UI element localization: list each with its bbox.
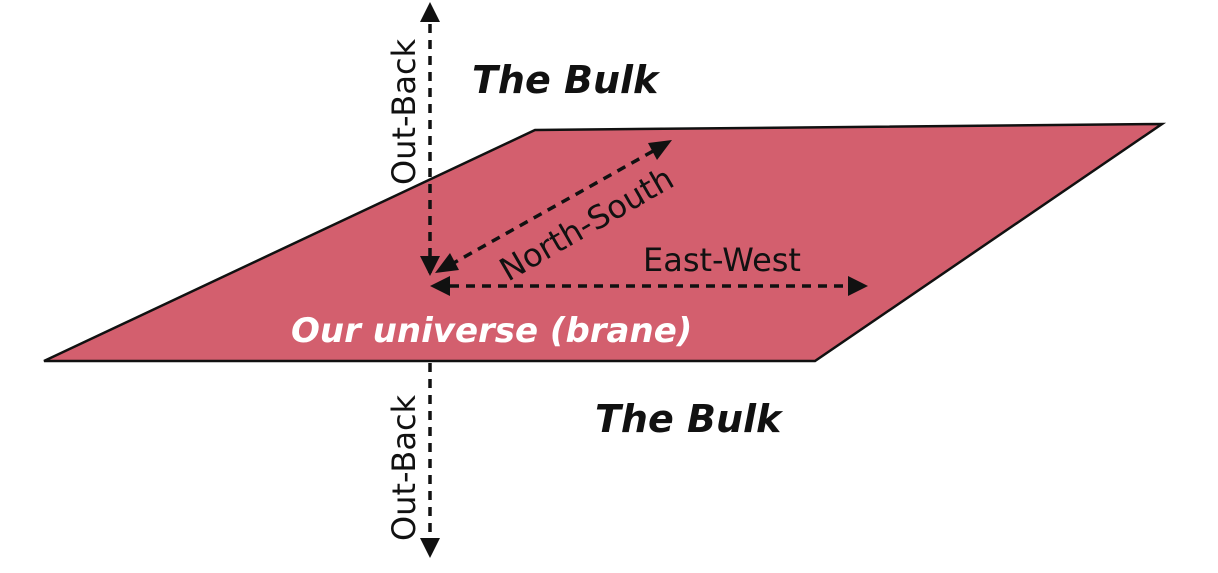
arrowhead-south-icon — [435, 253, 459, 273]
arrowhead-west-icon — [430, 276, 450, 296]
out-back-up-arrow — [420, 2, 440, 276]
out-back-bottom-label: Out-Back — [385, 394, 423, 541]
brane-label: Our universe (brane) — [291, 311, 692, 351]
east-west-label: East-West — [643, 241, 801, 279]
east-west-arrow — [430, 276, 868, 296]
arrowhead-up-icon — [420, 2, 440, 22]
out-back-down-arrow — [420, 363, 440, 558]
arrowhead-down-to-origin-icon — [420, 256, 440, 276]
brane-plane — [43, 122, 1167, 363]
bulk-bottom-label: The Bulk — [595, 397, 784, 441]
out-back-top-label: Out-Back — [385, 38, 423, 185]
arrowhead-east-icon — [848, 276, 868, 296]
arrowhead-down-icon — [420, 538, 440, 558]
bulk-top-label: The Bulk — [472, 58, 661, 102]
arrowhead-north-icon — [648, 140, 672, 160]
north-south-arrow — [435, 140, 672, 273]
